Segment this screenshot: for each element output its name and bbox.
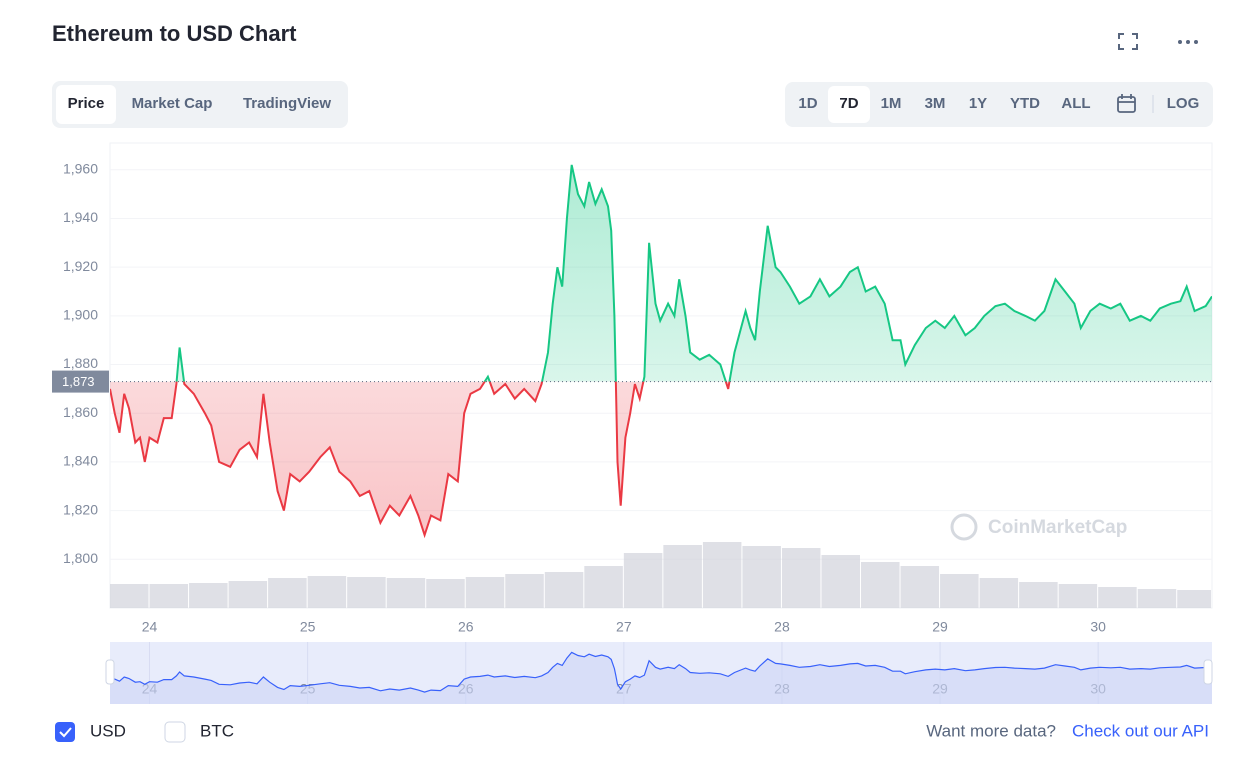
more-text: Want more data? (926, 721, 1056, 740)
range-active (828, 86, 870, 123)
range-button[interactable]: 1D (798, 95, 817, 112)
x-tick-label: 28 (774, 619, 790, 635)
volume-bar (900, 566, 940, 608)
x-tick-label: 26 (458, 619, 474, 635)
reference-tag (52, 370, 109, 393)
y-tick-label: 1,860 (63, 404, 98, 420)
volume-bar (268, 578, 307, 608)
volume-bar (189, 583, 228, 608)
fullscreen-icon[interactable] (1118, 33, 1138, 50)
volume-bar (110, 584, 149, 608)
line-up (175, 164, 1212, 382)
line-down (110, 381, 731, 539)
volume-bar (544, 572, 584, 608)
range-button[interactable]: ALL (1061, 95, 1090, 112)
range-bar (785, 82, 1213, 127)
y-tick-label: 1,960 (63, 160, 98, 176)
volume-bar (781, 548, 821, 608)
checkbox[interactable] (164, 721, 186, 743)
more-icon[interactable] (1178, 40, 1198, 44)
volume-bar (386, 578, 426, 608)
volume-bar (1177, 590, 1211, 608)
nav-line (109, 651, 1213, 693)
range-button[interactable]: 1M (881, 95, 902, 112)
x-tick-label: 24 (142, 619, 158, 635)
volume-bar (347, 577, 386, 608)
nav-handle[interactable] (1203, 659, 1213, 685)
volume-bar (1019, 582, 1058, 608)
range-button[interactable]: 7D (839, 95, 858, 112)
area-up (110, 164, 1212, 382)
x-tick-label: 29 (932, 619, 948, 635)
log-button[interactable]: LOG (1167, 95, 1200, 112)
api-link[interactable]: Check out our API (1072, 721, 1209, 740)
watermark-text: CoinMarketCap (988, 517, 1127, 538)
y-tick-label: 1,840 (63, 453, 98, 469)
range-button[interactable]: 1Y (969, 95, 987, 112)
range-button[interactable]: 3M (925, 95, 946, 112)
y-tick-label: 1,920 (63, 258, 98, 274)
nav-handle[interactable] (105, 659, 115, 685)
volume-bar (1098, 587, 1137, 608)
volume-bar (505, 574, 544, 608)
checkbox[interactable] (55, 722, 75, 742)
y-tick-label: 1,800 (63, 550, 98, 566)
area-down (110, 381, 730, 535)
volume-bar (663, 545, 702, 608)
reference-label: 1,873 (62, 374, 95, 389)
tab[interactable]: Price (68, 95, 105, 112)
volume-bar (940, 574, 979, 608)
volume-bar (979, 578, 1019, 608)
x-tick-label: 30 (1090, 619, 1106, 635)
y-tick-label: 1,820 (63, 501, 98, 517)
volume-bar (228, 581, 268, 608)
volume-bar (861, 562, 900, 608)
currency[interactable]: USD (90, 721, 126, 740)
x-tick-label: 27 (616, 619, 632, 635)
volume-bar (149, 584, 189, 608)
volume-bar (307, 576, 347, 608)
volume-bar (702, 542, 742, 608)
x-tick-label: 25 (300, 619, 316, 635)
y-tick-label: 1,880 (63, 355, 98, 371)
volume-bar (742, 546, 781, 608)
volume-bar (584, 566, 623, 608)
currency[interactable]: BTC (200, 721, 234, 740)
y-tick-label: 1,900 (63, 307, 98, 323)
title: Ethereum to USD Chart (52, 21, 297, 46)
watermark: CoinMarketCap (950, 513, 1127, 541)
nav-area (110, 652, 1212, 704)
volume-bar (426, 579, 465, 608)
tab-active (56, 85, 116, 124)
tab[interactable]: TradingView (243, 95, 331, 112)
calendar-icon[interactable] (1117, 94, 1136, 113)
tab[interactable]: Market Cap (132, 95, 213, 112)
volume-bar (465, 577, 505, 608)
check (59, 727, 72, 738)
volume-bar (1058, 584, 1098, 608)
volume-bar (623, 553, 663, 608)
range-button[interactable]: YTD (1010, 95, 1040, 112)
volume-bar (821, 555, 861, 608)
y-tick-label: 1,940 (63, 209, 98, 225)
tab-bar (52, 81, 348, 128)
volume-bar (1137, 589, 1177, 608)
